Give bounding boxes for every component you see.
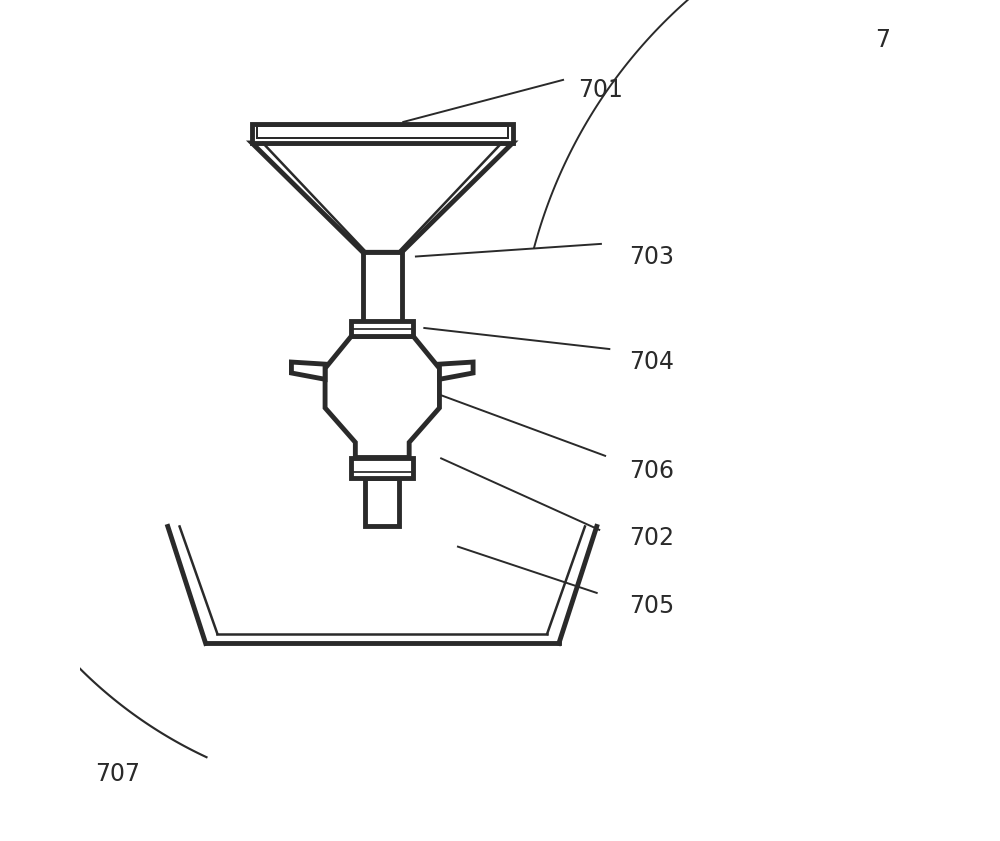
Bar [365,478,399,526]
Text: 702: 702 [629,526,674,550]
Text: 706: 706 [629,459,674,483]
Bar [363,252,402,328]
Text: 705: 705 [629,594,674,617]
Polygon shape [252,124,513,143]
Text: 704: 704 [629,350,674,373]
Polygon shape [325,336,439,458]
Polygon shape [291,362,325,379]
Bar [351,458,413,478]
Text: 707: 707 [95,762,140,785]
Bar [351,321,413,336]
Polygon shape [439,362,473,379]
Text: 7: 7 [875,29,890,52]
Polygon shape [257,126,508,138]
Text: 703: 703 [629,245,674,268]
Text: 701: 701 [578,78,623,102]
Polygon shape [252,143,513,252]
